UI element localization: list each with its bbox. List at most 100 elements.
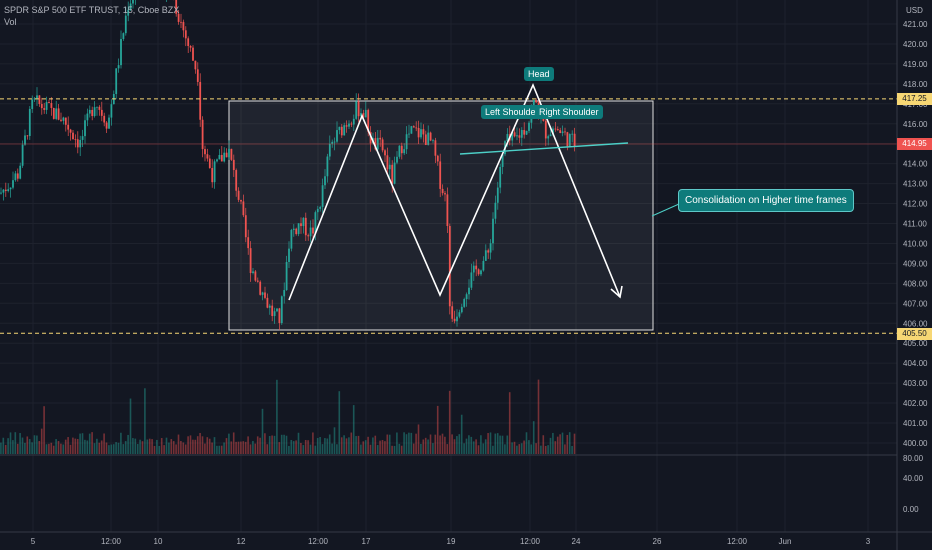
volume-bar bbox=[237, 441, 240, 454]
candle-body bbox=[43, 108, 46, 110]
candle-body bbox=[266, 297, 269, 308]
candle-body bbox=[38, 95, 41, 105]
candle-body bbox=[499, 166, 502, 188]
candle-body bbox=[84, 120, 86, 137]
volume-bar bbox=[261, 408, 264, 454]
candle-body bbox=[295, 228, 298, 235]
volume-bar bbox=[374, 435, 377, 454]
candle-body bbox=[355, 101, 358, 119]
volume-bar bbox=[484, 439, 487, 454]
volume-bar bbox=[108, 445, 110, 454]
candle-body bbox=[252, 271, 254, 273]
volume-bar bbox=[489, 432, 492, 454]
volume-bar bbox=[547, 445, 549, 454]
left-shoulder-label[interactable]: Left Shoulder bbox=[481, 105, 543, 119]
candle-body bbox=[271, 305, 274, 317]
volume-bar bbox=[518, 444, 521, 454]
volume-bar bbox=[225, 438, 228, 454]
consolidation-box[interactable] bbox=[228, 100, 654, 331]
volume-bar bbox=[326, 438, 329, 454]
candle-body bbox=[482, 260, 485, 271]
volume-bar bbox=[324, 438, 326, 454]
volume-bar bbox=[112, 444, 115, 454]
volume-bar bbox=[132, 438, 134, 454]
volume-bar bbox=[223, 442, 225, 454]
volume-bar bbox=[96, 438, 98, 454]
volume-bar bbox=[475, 439, 477, 454]
volume-bar bbox=[52, 445, 55, 454]
chart-title: SPDR S&P 500 ETF TRUST, 15, Cboe BZX bbox=[4, 5, 180, 15]
candle-body bbox=[72, 132, 74, 140]
volume-bar bbox=[151, 439, 153, 454]
candle-body bbox=[314, 212, 317, 234]
volume-bar bbox=[448, 390, 451, 454]
volume-bar bbox=[199, 432, 201, 454]
volume-bar bbox=[537, 379, 540, 454]
volume-bar bbox=[492, 445, 494, 454]
candle-body bbox=[264, 292, 266, 298]
volume-bar bbox=[412, 443, 415, 454]
volume-bar bbox=[468, 435, 470, 454]
volume-bar bbox=[280, 434, 283, 454]
volume-bar bbox=[278, 442, 281, 454]
candle-body bbox=[268, 305, 271, 308]
candle-body bbox=[285, 262, 288, 291]
time-tick-label: 19 bbox=[447, 537, 456, 546]
candle-body bbox=[448, 226, 451, 307]
candle-body bbox=[33, 98, 36, 100]
volume-bar bbox=[110, 444, 113, 454]
level-lines bbox=[0, 98, 897, 334]
volume-bar bbox=[9, 432, 12, 454]
candle-body bbox=[247, 237, 250, 249]
candle-body bbox=[216, 159, 218, 162]
currency-label: USD bbox=[906, 6, 923, 15]
candle-body bbox=[297, 223, 300, 235]
price-tick-label: 407.00 bbox=[903, 299, 928, 308]
volume-bar bbox=[446, 444, 449, 454]
price-tick-label: 400.00 bbox=[903, 439, 928, 448]
time-axis[interactable]: 5 12:00 10 12 12:00 17 19 12:00 24 26 12:00 Jun 3 bbox=[31, 537, 871, 546]
volume-bar bbox=[564, 444, 566, 454]
candle-body bbox=[86, 113, 89, 121]
candle-body bbox=[396, 156, 398, 163]
candle-body bbox=[132, 0, 134, 4]
price-tick-label: 401.00 bbox=[903, 419, 928, 428]
volume-bar bbox=[348, 437, 350, 454]
candle-body bbox=[523, 130, 526, 135]
candle-body bbox=[465, 294, 468, 300]
time-tick-label: 26 bbox=[653, 537, 662, 546]
volume-bar bbox=[194, 439, 197, 454]
volume-bar bbox=[69, 444, 72, 454]
candle-body bbox=[19, 165, 22, 179]
volume-bar bbox=[180, 440, 182, 454]
candle-body bbox=[367, 109, 370, 132]
right-shoulder-label[interactable]: Right Shoulder bbox=[535, 105, 603, 119]
volume-bar bbox=[84, 439, 86, 454]
candle-body bbox=[213, 161, 216, 183]
volume-bar bbox=[396, 432, 398, 454]
callout-pointer bbox=[651, 203, 680, 217]
volume-bar bbox=[19, 433, 21, 454]
time-tick-label: 17 bbox=[362, 537, 371, 546]
head-label[interactable]: Head bbox=[524, 67, 554, 81]
volume-bar bbox=[60, 443, 62, 454]
neckline[interactable] bbox=[459, 142, 629, 155]
volume-bar bbox=[417, 424, 420, 454]
candle-body bbox=[535, 100, 538, 103]
volume-bar bbox=[506, 435, 509, 454]
volume-bar bbox=[559, 434, 561, 454]
candle-body bbox=[232, 159, 235, 171]
price-axis[interactable]: 400.00 401.00 402.00 403.00 404.00 405.00 406.… bbox=[903, 20, 928, 448]
volume-bar bbox=[124, 441, 127, 454]
candle-body bbox=[434, 140, 437, 156]
zigzag-pattern[interactable] bbox=[288, 82, 621, 301]
volume-bar bbox=[43, 406, 45, 454]
volume-bar bbox=[494, 433, 497, 454]
consolidation-callout[interactable]: Consolidation on Higher time frames bbox=[678, 189, 854, 212]
candle-body bbox=[67, 124, 70, 130]
candle-body bbox=[494, 202, 497, 219]
candle-body bbox=[568, 134, 571, 147]
price-tick-label: 403.00 bbox=[903, 379, 928, 388]
volume-bar bbox=[273, 435, 276, 454]
